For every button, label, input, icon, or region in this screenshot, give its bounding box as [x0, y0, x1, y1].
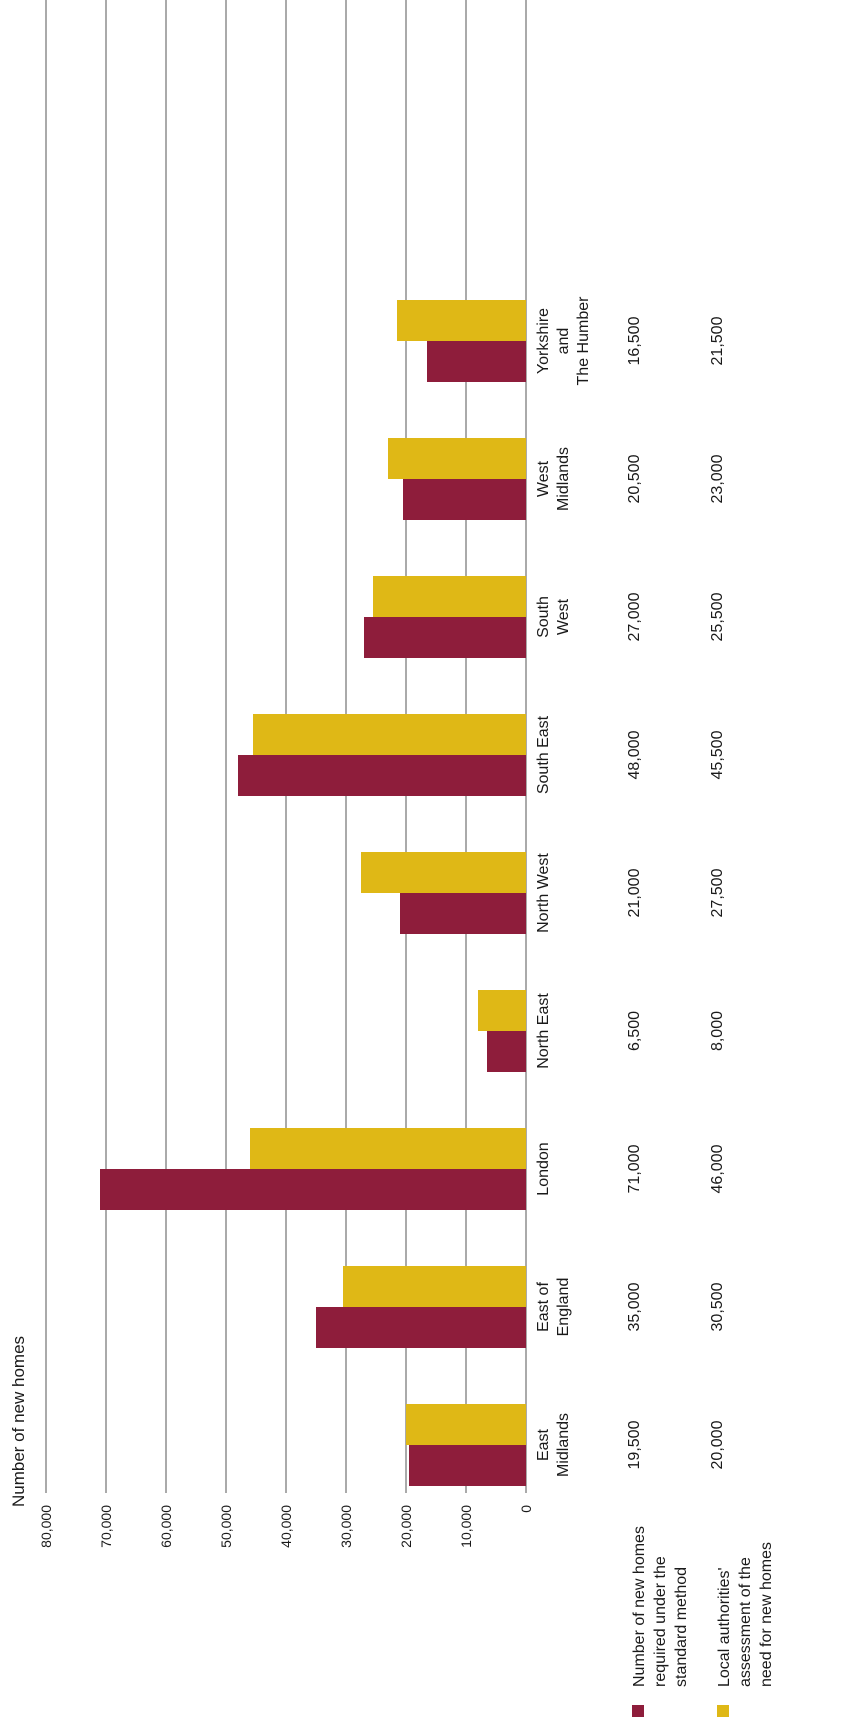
legend-swatch-standard-method	[632, 1705, 644, 1717]
value-local-assessment: 20,000	[709, 1420, 726, 1469]
y-tick-label: 0	[518, 1505, 534, 1513]
legend-label: Local authorities' assessment of the need …	[716, 1542, 775, 1687]
bars	[100, 300, 526, 1486]
y-tick-label: 20,000	[398, 1505, 414, 1548]
bar-local-assessment	[406, 1404, 526, 1445]
bar-local-assessment	[250, 1128, 526, 1169]
value-table: 19,500 35,000 71,000 6,500 21,000 48,000 27,00…	[626, 316, 726, 1469]
bar-local-assessment	[478, 990, 526, 1031]
bar-standard-method	[409, 1445, 526, 1486]
bar-standard-method	[487, 1031, 526, 1072]
y-tick-label: 30,000	[338, 1505, 354, 1548]
bar-local-assessment	[388, 438, 526, 479]
category-label: East Midlands	[535, 1413, 572, 1477]
bar-local-assessment	[373, 576, 526, 617]
bar-local-assessment	[397, 300, 526, 341]
category-label: South East	[535, 715, 552, 794]
legend-label: Number of new homes required under the sta…	[631, 1526, 690, 1687]
bar-local-assessment	[343, 1266, 526, 1307]
value-standard-method: 35,000	[626, 1282, 643, 1331]
category-label: East of England	[535, 1278, 572, 1337]
bar-standard-method	[364, 617, 526, 658]
category-label: Yorkshire and The Humber	[535, 296, 592, 386]
value-local-assessment: 27,500	[709, 868, 726, 917]
category-labels: East Midlands East of England London North Ea…	[535, 296, 592, 1477]
bar-standard-method	[427, 341, 526, 382]
category-label: London	[535, 1142, 552, 1195]
bar-standard-method	[100, 1169, 526, 1210]
value-standard-method: 71,000	[626, 1144, 643, 1193]
y-tick-label: 80,000	[38, 1505, 54, 1548]
category-label: North East	[535, 993, 552, 1069]
legend: Number of new homes required under the sta…	[631, 1526, 775, 1717]
value-standard-method: 16,500	[626, 316, 643, 365]
value-standard-method: 21,000	[626, 868, 643, 917]
value-standard-method: 48,000	[626, 730, 643, 779]
y-tick-label: 10,000	[458, 1505, 474, 1548]
y-tick-label: 70,000	[98, 1505, 114, 1548]
category-label: West Midlands	[535, 447, 572, 511]
value-local-assessment: 23,000	[709, 454, 726, 503]
value-local-assessment: 45,500	[709, 730, 726, 779]
value-standard-method: 19,500	[626, 1420, 643, 1469]
bar-local-assessment	[361, 852, 526, 893]
y-axis-title: Number of new homes	[9, 1336, 28, 1507]
bar-standard-method	[238, 755, 526, 796]
y-tick-label: 50,000	[218, 1505, 234, 1548]
legend-swatch-local-assessment	[717, 1705, 729, 1717]
value-standard-method: 27,000	[626, 592, 643, 641]
value-standard-method: 6,500	[626, 1011, 643, 1051]
value-local-assessment: 21,500	[709, 316, 726, 365]
value-local-assessment: 25,500	[709, 592, 726, 641]
bar-standard-method	[316, 1307, 526, 1348]
bar-local-assessment	[253, 714, 526, 755]
value-local-assessment: 8,000	[709, 1011, 726, 1051]
y-tick-label: 60,000	[158, 1505, 174, 1548]
value-local-assessment: 46,000	[709, 1144, 726, 1193]
value-standard-method: 20,500	[626, 454, 643, 503]
bar-standard-method	[400, 893, 526, 934]
category-label: South West	[535, 596, 572, 638]
bar-standard-method	[403, 479, 526, 520]
y-tick-label: 40,000	[278, 1505, 294, 1548]
value-local-assessment: 30,500	[709, 1282, 726, 1331]
category-label: North West	[535, 853, 552, 933]
